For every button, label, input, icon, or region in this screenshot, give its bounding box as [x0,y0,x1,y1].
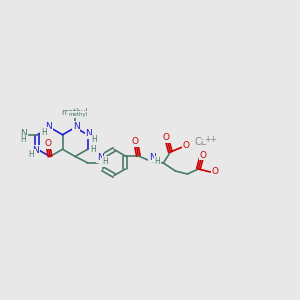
Text: H: H [102,157,108,166]
Text: H: H [41,128,47,137]
Text: H: H [90,145,95,154]
Text: O: O [200,151,207,160]
Text: O: O [44,139,52,148]
Text: N: N [97,153,104,162]
Text: N: N [149,152,156,161]
Text: N: N [73,122,80,131]
Text: H: H [28,150,34,159]
Text: methyl: methyl [62,108,88,117]
Text: N: N [85,129,92,138]
Text: Ca: Ca [195,137,208,147]
Text: O: O [183,140,190,149]
Text: methyl: methyl [68,112,88,117]
Text: H: H [154,157,160,166]
Text: O: O [132,137,139,146]
Text: O: O [183,140,190,149]
Text: O: O [212,167,219,176]
Text: N: N [46,122,52,131]
Text: ++: ++ [204,134,217,143]
Text: N: N [20,129,27,138]
Text: H: H [91,135,97,144]
Text: H: H [21,135,26,144]
Text: O: O [212,167,219,176]
Text: O: O [163,134,170,142]
Text: N: N [32,146,39,155]
